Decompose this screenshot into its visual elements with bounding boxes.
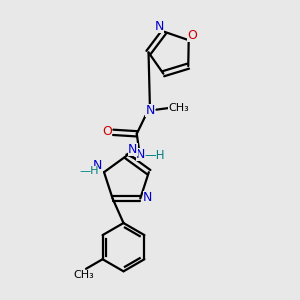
Text: —H: —H (79, 166, 98, 176)
Text: N: N (93, 159, 102, 172)
Text: O: O (102, 125, 112, 138)
Text: O: O (187, 29, 197, 42)
Text: N: N (128, 143, 138, 156)
Text: N: N (143, 191, 152, 204)
Text: —H: —H (145, 149, 165, 162)
Text: N: N (155, 20, 164, 33)
Text: CH₃: CH₃ (168, 103, 189, 113)
Text: N: N (145, 104, 155, 117)
Text: N: N (136, 148, 145, 161)
Text: CH₃: CH₃ (73, 270, 94, 280)
